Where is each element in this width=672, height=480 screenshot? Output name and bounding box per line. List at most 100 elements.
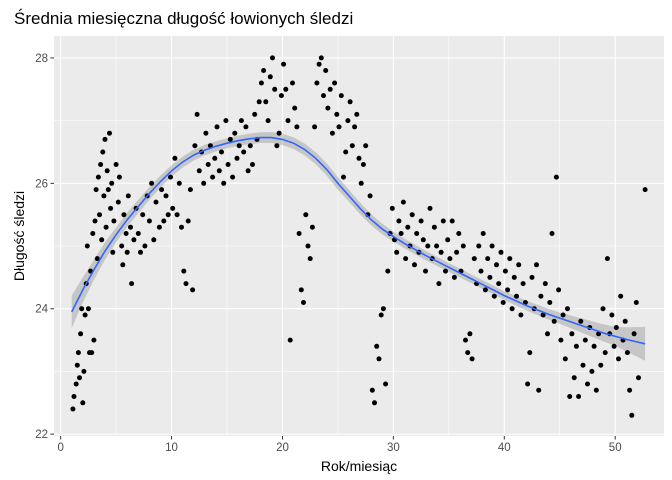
data-point bbox=[440, 218, 446, 224]
data-point bbox=[636, 375, 641, 381]
data-point bbox=[520, 281, 526, 287]
data-point bbox=[172, 155, 178, 161]
data-point bbox=[314, 80, 320, 86]
data-point bbox=[107, 130, 112, 136]
data-point bbox=[352, 124, 358, 130]
data-point bbox=[135, 231, 141, 236]
data-point bbox=[223, 118, 229, 124]
data-point bbox=[296, 231, 302, 236]
data-point bbox=[423, 268, 428, 274]
data-point bbox=[369, 387, 375, 393]
data-point bbox=[179, 224, 184, 230]
data-point bbox=[367, 193, 373, 199]
data-point bbox=[159, 187, 165, 193]
data-point bbox=[460, 243, 466, 249]
data-point bbox=[551, 318, 557, 324]
data-point bbox=[216, 168, 222, 174]
data-point bbox=[146, 218, 152, 224]
smooth-trend-line bbox=[70, 136, 646, 345]
data-point bbox=[131, 237, 137, 243]
x-tick-label: 50 bbox=[609, 442, 622, 454]
data-point bbox=[138, 249, 143, 255]
data-point bbox=[498, 249, 504, 255]
data-point bbox=[514, 293, 519, 299]
data-point bbox=[341, 174, 346, 180]
data-point bbox=[192, 143, 198, 149]
data-point bbox=[549, 231, 555, 236]
data-point bbox=[403, 256, 409, 262]
data-point bbox=[232, 130, 238, 136]
data-point bbox=[298, 287, 304, 293]
data-point bbox=[507, 256, 513, 262]
data-point bbox=[274, 143, 280, 149]
x-tick-label: 10 bbox=[165, 442, 178, 454]
data-point bbox=[170, 205, 176, 211]
data-point bbox=[205, 162, 211, 167]
data-point bbox=[556, 287, 562, 293]
data-point bbox=[294, 124, 300, 130]
data-point bbox=[81, 368, 87, 374]
data-point bbox=[84, 243, 90, 249]
data-point bbox=[98, 162, 104, 167]
data-point bbox=[85, 306, 91, 312]
data-point bbox=[214, 124, 220, 130]
data-point bbox=[187, 187, 193, 193]
data-point bbox=[343, 149, 349, 155]
data-point bbox=[230, 174, 236, 180]
data-point bbox=[511, 274, 517, 280]
data-point bbox=[456, 231, 462, 236]
data-point bbox=[78, 331, 84, 337]
data-point bbox=[576, 394, 582, 399]
data-point bbox=[633, 300, 639, 305]
data-point bbox=[485, 256, 491, 262]
data-point bbox=[618, 293, 624, 299]
y-tick-label: 22 bbox=[35, 429, 48, 441]
x-tick-label: 40 bbox=[498, 442, 511, 454]
data-point bbox=[469, 356, 475, 362]
data-point bbox=[427, 205, 433, 211]
data-point bbox=[613, 325, 619, 330]
data-point bbox=[629, 412, 635, 418]
data-point bbox=[431, 224, 437, 230]
data-point bbox=[79, 306, 85, 312]
data-point bbox=[80, 400, 86, 406]
data-point bbox=[128, 224, 133, 230]
data-point bbox=[305, 243, 311, 249]
data-point bbox=[347, 99, 353, 105]
data-point bbox=[396, 218, 402, 224]
x-axis-ticks: 0 10 20 30 40 50 bbox=[57, 436, 622, 454]
data-point bbox=[505, 287, 511, 293]
data-point bbox=[234, 155, 240, 161]
x-tick-label: 20 bbox=[276, 442, 289, 454]
data-point bbox=[376, 356, 382, 362]
data-point bbox=[582, 337, 588, 343]
data-point bbox=[123, 231, 129, 236]
data-point bbox=[536, 387, 542, 393]
data-point bbox=[438, 249, 444, 255]
data-point bbox=[97, 212, 102, 218]
data-point bbox=[278, 93, 284, 99]
data-point bbox=[115, 199, 121, 205]
data-point bbox=[631, 331, 637, 337]
data-point bbox=[327, 86, 333, 92]
data-point bbox=[276, 130, 282, 136]
data-point bbox=[142, 243, 148, 249]
data-point bbox=[281, 61, 287, 67]
data-point bbox=[463, 337, 468, 343]
data-point bbox=[480, 231, 486, 236]
data-point bbox=[534, 262, 539, 268]
y-tick-label: 28 bbox=[35, 53, 48, 65]
data-point bbox=[487, 274, 493, 280]
data-point bbox=[238, 118, 244, 124]
data-point bbox=[345, 118, 351, 124]
data-point bbox=[336, 124, 342, 130]
data-point bbox=[71, 394, 77, 399]
data-point bbox=[90, 231, 96, 236]
data-point bbox=[321, 93, 326, 99]
data-point bbox=[270, 55, 275, 61]
data-point bbox=[542, 281, 548, 287]
data-point bbox=[73, 381, 79, 387]
data-point bbox=[385, 268, 391, 274]
data-points bbox=[70, 55, 648, 418]
data-point bbox=[598, 362, 604, 368]
